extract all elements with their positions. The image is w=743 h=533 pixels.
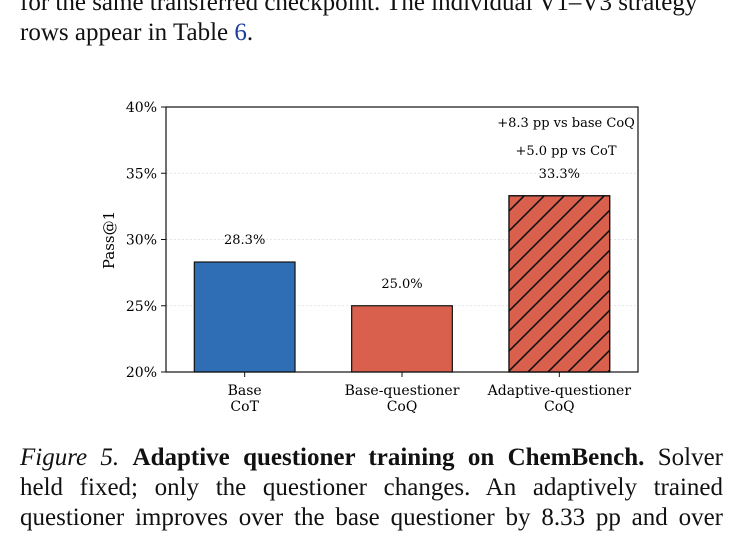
table-ref-link[interactable]: 6: [234, 19, 247, 46]
bar-chart: 20%25%30%35%40% BaseCoTBase-questionerCo…: [100, 100, 639, 415]
y-axis-label: Pass@1: [100, 211, 118, 269]
bar: [351, 305, 453, 373]
bars: [193, 195, 611, 373]
x-tick-label: Base-questioner: [345, 383, 460, 399]
annotation-vs-base-coq: +8.3 pp vs base CoQ: [497, 116, 635, 131]
y-tick-label: 25%: [126, 299, 157, 315]
x-tick-label: CoQ: [544, 399, 575, 415]
y-tick-label: 35%: [126, 166, 157, 182]
x-tick-label: CoQ: [387, 399, 418, 415]
bar-value-label: 28.3%: [224, 233, 265, 248]
bar: [193, 261, 296, 373]
annotation-vs-cot: +5.0 pp vs CoT: [515, 144, 616, 159]
bar-value-label: 25.0%: [381, 277, 422, 292]
y-axis-ticks: 20% 25% 30% 35% 40%: [126, 100, 166, 381]
x-tick-label: Adaptive-questioner: [487, 383, 632, 399]
y-tick-label: 30%: [126, 233, 157, 249]
bar-value-label: 33.3%: [539, 167, 580, 182]
caption-title: Adaptive questioner training on ChemBenc…: [132, 444, 645, 471]
y-tick-label: 40%: [126, 100, 157, 116]
figure-caption: Figure 5. Adaptive questioner training o…: [20, 443, 723, 533]
caption-line3: questioner improves over the base questi…: [20, 504, 723, 531]
x-tick-label: Base: [228, 383, 262, 399]
text-above-line2-pre: rows appear in Table: [20, 19, 235, 46]
text-above-line2-post: .: [246, 19, 254, 46]
caption-line1-tail: Solver: [657, 444, 724, 471]
y-tick-label: 20%: [126, 365, 157, 381]
text-above-line1: for the same transferred checkpoint. The…: [20, 0, 698, 16]
bar-hatch: [508, 195, 611, 373]
x-tick-label: CoT: [230, 399, 259, 415]
caption-figure-label: Figure 5.: [20, 444, 120, 471]
data-labels: 28.3% 25.0% 33.3%: [224, 167, 580, 292]
x-axis-ticks: BaseCoTBase-questionerCoQAdaptive-questi…: [228, 372, 632, 415]
caption-line2: held fixed; only the questioner changes.…: [20, 474, 723, 501]
text-above-line2: rows appear in Table 6.: [20, 18, 723, 48]
